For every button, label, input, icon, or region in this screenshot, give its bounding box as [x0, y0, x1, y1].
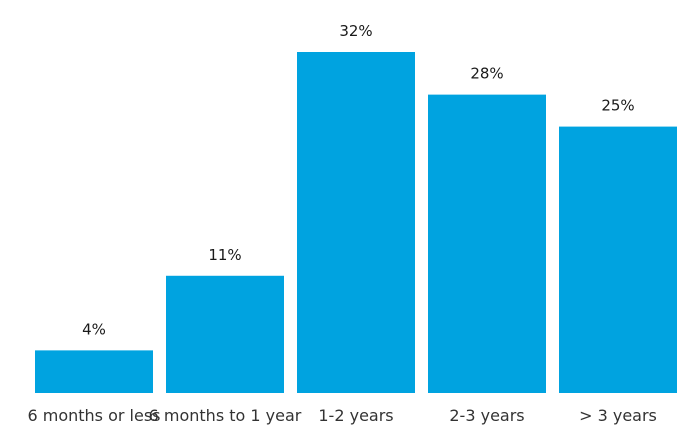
bar-2 — [297, 52, 415, 393]
value-label-4: 25% — [601, 97, 634, 115]
bar-4 — [559, 126, 677, 393]
category-label-2: 1-2 years — [318, 406, 393, 425]
value-label-1: 11% — [208, 246, 241, 264]
bars-group — [35, 52, 677, 393]
value-label-3: 28% — [470, 65, 503, 83]
category-label-4: > 3 years — [579, 406, 657, 425]
category-label-1: 6 months to 1 year — [149, 406, 302, 425]
value-labels-group: 4% 11% 32% 28% 25% — [82, 22, 635, 338]
category-label-0: 6 months or less — [27, 406, 160, 425]
value-label-2: 32% — [339, 22, 372, 40]
bar-3 — [428, 94, 546, 393]
bar-0 — [35, 350, 153, 393]
category-label-3: 2-3 years — [449, 406, 524, 425]
value-label-0: 4% — [82, 320, 106, 338]
bar-1 — [166, 275, 284, 393]
